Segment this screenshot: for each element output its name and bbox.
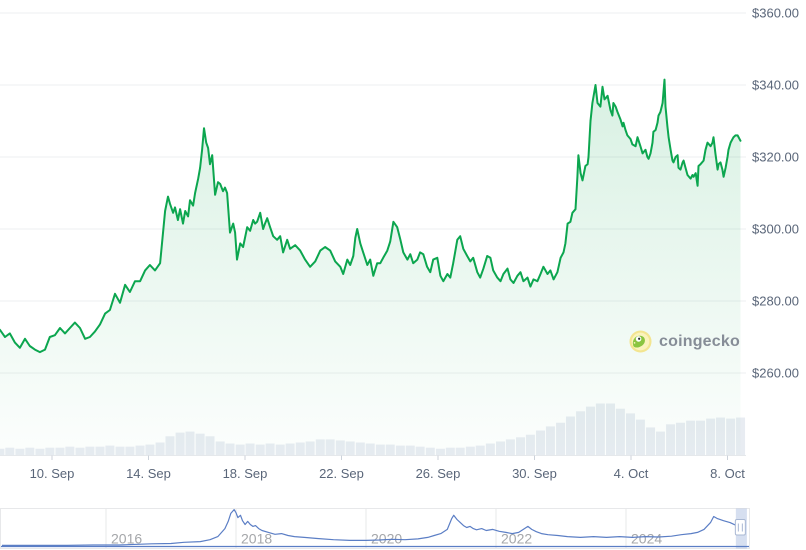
axes: 10. Sep 14. Sep 18. Sep 22. Sep 26. Sep 30. S…: [0, 455, 746, 481]
navigator[interactable]: 2016 2018 2020 2022 2024: [0, 508, 750, 549]
x-axis-label: 18. Sep: [223, 466, 268, 481]
price-area: [0, 79, 741, 456]
nav-year-label: 2022: [501, 531, 532, 547]
coingecko-watermark-text: coingecko: [659, 333, 740, 350]
y-axis-label: $260.00: [752, 366, 799, 381]
x-axis-label: 10. Sep: [30, 466, 75, 481]
navigator-handle[interactable]: [734, 519, 746, 536]
x-axis-label: 22. Sep: [319, 466, 364, 481]
nav-year-label: 2020: [371, 531, 402, 547]
nav-year-label: 2024: [631, 531, 662, 547]
navigator-handle-grip[interactable]: [734, 519, 746, 536]
price-line: [0, 78, 742, 354]
navigator-frame: [0, 508, 750, 549]
y-axis-label: $320.00: [752, 150, 799, 165]
x-axis-label: 4. Oct: [614, 466, 649, 481]
coingecko-watermark: coingecko: [629, 330, 740, 353]
x-axis-label: 30. Sep: [512, 466, 557, 481]
x-axis-label: 26. Sep: [416, 466, 461, 481]
price-series: [0, 78, 742, 456]
y-axis-label: $340.00: [752, 78, 799, 93]
x-axis-label: 14. Sep: [126, 466, 171, 481]
y-axis-label: $300.00: [752, 222, 799, 237]
nav-year-label: 2016: [111, 531, 142, 547]
volume-bar: [736, 417, 746, 456]
y-axis-label: $280.00: [752, 294, 799, 309]
y-axis-label: $360.00: [752, 6, 799, 21]
x-axis-label: 8. Oct: [710, 466, 745, 481]
nav-history-line: [2, 509, 740, 546]
nav-year-label: 2018: [241, 531, 272, 547]
coingecko-gecko-icon: [629, 330, 652, 353]
